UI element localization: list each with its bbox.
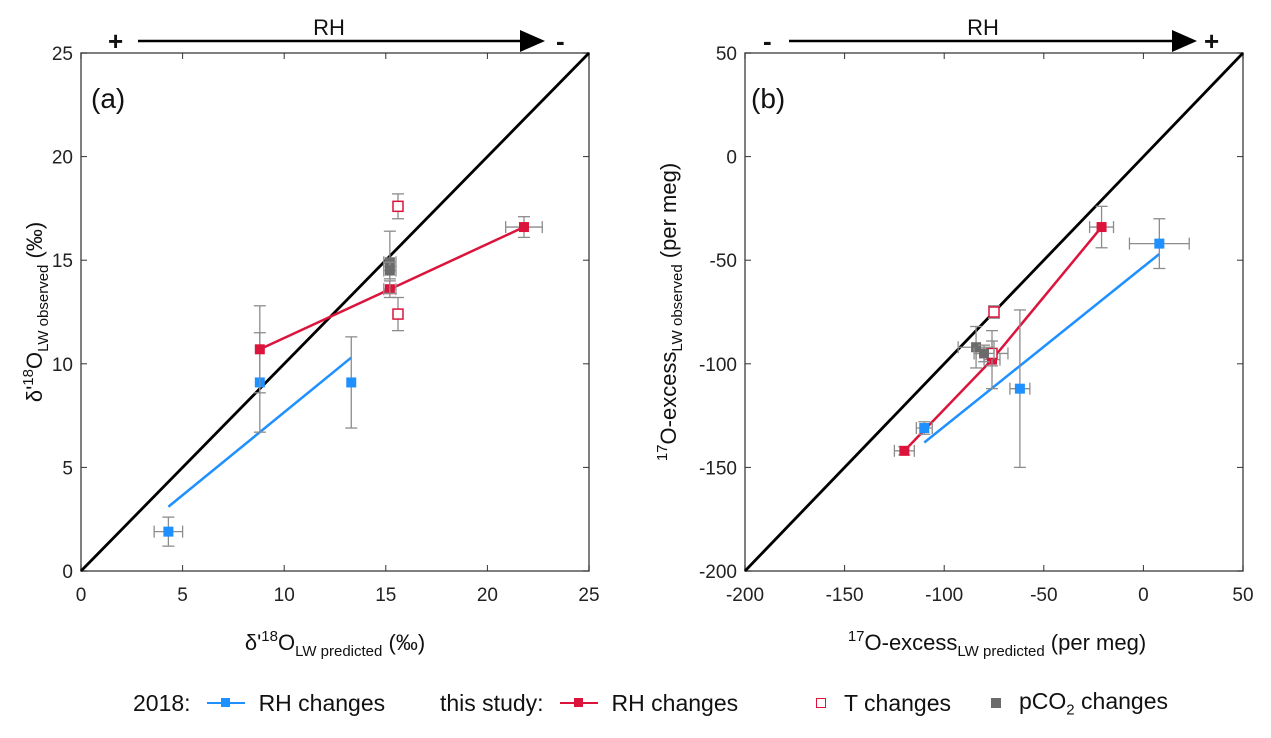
y-tick-label: 10 (52, 355, 73, 376)
legend-group-this-study: this study: RH changes (440, 688, 738, 718)
point-t_changes (392, 200, 404, 213)
rh-arrow-a-left-sign: + (108, 26, 123, 56)
y-tick-label: -150 (699, 458, 737, 479)
point-pco2 (971, 342, 982, 353)
rh-arrow-a-head (520, 30, 545, 52)
x-tick-label: -100 (925, 585, 963, 606)
rh-arrow-b-right-sign: + (1204, 26, 1219, 56)
point-rh_this_study (518, 222, 529, 233)
legend-t-label: T changes (844, 689, 951, 716)
x-tick-label: 50 (1232, 585, 1253, 606)
legend: 2018: RH changes this study: RH changes … (0, 688, 1271, 728)
y-tick-label: 15 (52, 251, 73, 272)
y-tick-label: 50 (716, 44, 737, 65)
rh-arrow-a-label: RH (313, 15, 345, 40)
legend-rh2018-line-icon (206, 698, 245, 707)
point-rh2018 (346, 377, 357, 388)
y-tick-label: -200 (699, 562, 737, 583)
plot-area-a (80, 52, 590, 572)
y-tick-label: 20 (52, 148, 73, 169)
x-tick-label: 0 (76, 585, 87, 606)
y-tick-label: 0 (62, 562, 73, 583)
y-tick-label: 25 (52, 44, 73, 65)
x-axis-label-b: 17O-excessLW predicted (per meg) (848, 628, 1146, 660)
point-t_changes (392, 308, 404, 320)
legend-pco2-label: pCO2 changes (1019, 687, 1168, 719)
y-tick-label: 5 (62, 458, 73, 479)
panel-a: 0 5 10 15 20 25 0 5 10 15 20 25 (a) δ'18OLW predict… (20, 15, 600, 660)
point-rh2018 (1154, 238, 1165, 249)
ticks-b: -200 -150 -100 -50 0 50 -200 -150 -100 -50 0 50 (699, 44, 1254, 606)
point-rh_this_study (254, 344, 265, 355)
legend-this-study-label: this study: (440, 689, 544, 716)
y-axis-label-a: δ'18OLW observed (‰) (20, 222, 52, 402)
rh-arrow-b-label: RH (967, 15, 999, 40)
panel-b: -200 -150 -100 -50 0 50 -200 -150 -100 -50 0 50 (b)… (654, 15, 1254, 660)
panel-label-b: (b) (751, 83, 785, 114)
ticks-a: 0 5 10 15 20 25 0 5 10 15 20 25 (52, 44, 600, 606)
legend-filled-square-icon (991, 698, 1001, 708)
point-t_changes (988, 306, 1000, 318)
legend-t-changes: T changes (816, 688, 951, 718)
plot-frame-b (744, 52, 1244, 572)
x-axis-label-a: δ'18OLW predicted (‰) (245, 628, 425, 660)
legend-rh-label: RH changes (611, 689, 739, 716)
rh-arrow-b-left-sign: - (763, 26, 772, 56)
plot-frame-a (80, 52, 590, 572)
fit-line-rh2018 (923, 253, 1161, 444)
x-tick-label: 25 (578, 585, 599, 606)
legend-rh2018-label: RH changes (258, 689, 386, 716)
x-tick-label: 10 (274, 585, 295, 606)
y-tick-label: -100 (699, 355, 737, 376)
point-rh2018 (163, 526, 174, 537)
x-tick-label: -150 (826, 585, 864, 606)
connect-line-rh_this_study (903, 226, 1103, 452)
legend-rh-line-icon (559, 698, 598, 707)
point-pco2 (384, 265, 395, 276)
y-axis-label-b: 17O-excessLW observed (per meg) (654, 163, 686, 461)
point-rh_this_study (1096, 222, 1107, 233)
legend-group-2018: 2018: RH changes (133, 688, 385, 718)
x-tick-label: 15 (375, 585, 396, 606)
x-tick-label: 20 (477, 585, 498, 606)
y-tick-label: 0 (726, 148, 737, 169)
point-pco2 (979, 348, 990, 359)
rh-arrow-a-right-sign: - (556, 26, 565, 56)
point-rh2018 (1014, 383, 1025, 394)
y-tick-label: -50 (710, 251, 737, 272)
plot-area-b (743, 52, 1245, 572)
legend-open-square-icon (816, 698, 826, 708)
x-tick-label: -50 (1030, 585, 1057, 606)
rh-arrow-b-head (1172, 30, 1197, 52)
x-tick-label: 0 (1138, 585, 1149, 606)
legend-pco2-changes: pCO2 changes (991, 688, 1168, 718)
figure: 0 5 10 15 20 25 0 5 10 15 20 25 (a) δ'18OLW predict… (20, 15, 1254, 660)
legend-2018-label: 2018: (133, 689, 191, 716)
x-tick-label: 5 (177, 585, 188, 606)
point-rh2018 (919, 423, 930, 434)
one-to-one-line (80, 52, 590, 572)
x-tick-label: -200 (726, 585, 764, 606)
point-rh_this_study (899, 445, 910, 456)
panel-label-a: (a) (91, 83, 125, 114)
